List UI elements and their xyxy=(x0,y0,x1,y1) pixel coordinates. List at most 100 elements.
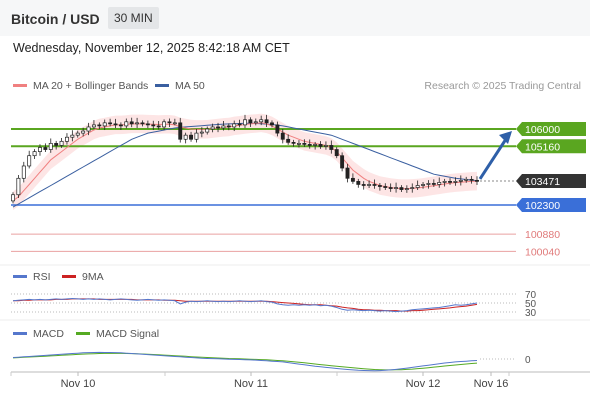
level-label: 105160 xyxy=(525,141,560,153)
level-label: 100040 xyxy=(525,246,560,258)
candle-body xyxy=(145,123,150,126)
macd-panel: 0 xyxy=(12,351,531,372)
candle-body xyxy=(124,121,129,127)
candle-body xyxy=(448,181,452,183)
candle-body xyxy=(156,125,161,128)
candle-body xyxy=(97,124,102,127)
candle-body xyxy=(237,123,242,126)
candle-body xyxy=(399,187,404,190)
candle-body xyxy=(21,165,26,179)
candle-body xyxy=(129,121,134,125)
candle-body xyxy=(199,131,204,134)
candle-body xyxy=(302,143,307,145)
candle-body xyxy=(113,123,118,126)
macd-signal-legend-label: MACD Signal xyxy=(96,328,159,340)
candle-body xyxy=(426,183,431,185)
rsi-ma-legend-label: 9MA xyxy=(82,271,104,283)
candle-body xyxy=(350,177,355,182)
candle-body xyxy=(361,184,366,186)
candle-body xyxy=(189,134,193,140)
candle-body xyxy=(43,147,48,150)
candle-body xyxy=(253,121,258,124)
candle-body xyxy=(415,185,420,188)
macd-zero-label: 0 xyxy=(525,355,531,366)
candle-body xyxy=(275,124,280,134)
candle-body xyxy=(232,123,237,128)
instrument-title: Bitcoin / USD xyxy=(11,11,100,27)
candle-body xyxy=(442,181,447,183)
candle-body xyxy=(280,132,285,140)
top-bar: Bitcoin / USD 30 MIN xyxy=(0,0,590,36)
x-tick-label: Nov 11 xyxy=(234,378,268,390)
macd-signal-legend-swatch xyxy=(76,332,90,335)
candle-body xyxy=(410,187,415,189)
x-tick-label: Nov 16 xyxy=(474,378,509,390)
candle-body xyxy=(388,187,393,189)
candle-body xyxy=(91,124,96,128)
candle-body xyxy=(458,180,463,182)
ma20-legend-label: MA 20 + Bollinger Bands xyxy=(33,80,148,92)
candle-body xyxy=(469,178,474,181)
candle-body xyxy=(86,126,91,132)
candle-body xyxy=(340,155,345,169)
level-label: 102300 xyxy=(525,200,560,212)
candle-body xyxy=(65,136,69,142)
rsi-tick-label: 30 xyxy=(525,308,537,319)
candle-body xyxy=(59,140,64,146)
watermark: Research © 2025 Trading Central xyxy=(424,80,581,92)
rsi-tick-label: 70 xyxy=(525,290,537,301)
candle-body xyxy=(345,167,350,179)
candle-body xyxy=(54,143,59,146)
candle-body xyxy=(291,142,296,144)
candle-body xyxy=(205,128,210,133)
candles xyxy=(11,114,479,204)
macd-legend-label: MACD xyxy=(33,328,64,340)
macd-signal-line xyxy=(12,352,478,371)
candle-body xyxy=(75,132,80,136)
candle-body xyxy=(270,122,274,126)
level-labels: 106000 105160 103471 102300 100880 100040 xyxy=(516,122,586,258)
candle-body xyxy=(334,149,339,157)
candle-body xyxy=(372,184,377,186)
candle-body xyxy=(318,144,323,147)
candle-body xyxy=(108,122,113,125)
candle-body xyxy=(404,188,409,190)
candle-body xyxy=(248,119,253,124)
candle-body xyxy=(259,119,264,123)
candle-body xyxy=(243,119,247,126)
ma50-legend-swatch xyxy=(155,84,169,87)
candle-body xyxy=(221,125,226,129)
candle-body xyxy=(323,145,328,147)
level-tag-106000 xyxy=(516,122,586,136)
candle-body xyxy=(167,121,172,124)
candle-body xyxy=(264,119,269,124)
candle-body xyxy=(313,144,318,146)
candle-body xyxy=(48,143,53,150)
candle-body xyxy=(431,183,436,185)
candle-body xyxy=(194,132,199,140)
ma20-legend-swatch xyxy=(13,84,27,87)
bollinger-band xyxy=(13,113,477,211)
x-axis: Nov 10 Nov 11 Nov 12 Nov 16 xyxy=(10,372,510,390)
candle-body xyxy=(329,145,334,150)
level-label: 100880 xyxy=(525,229,560,241)
rsi-ma-legend-swatch xyxy=(62,275,76,278)
macd-line xyxy=(12,351,478,372)
x-tick-label: Nov 12 xyxy=(406,378,441,390)
rsi-tick-label: 50 xyxy=(525,299,537,310)
candle-body xyxy=(307,144,312,146)
candle-body xyxy=(394,187,399,189)
rsi-legend-swatch xyxy=(13,275,27,278)
candle-body xyxy=(286,138,291,143)
datetime-label: Wednesday, November 12, 2025 8:42:18 AM … xyxy=(13,41,290,55)
timeframe-button[interactable]: 30 MIN xyxy=(108,7,159,29)
forecast-arrow-shaft xyxy=(478,135,510,180)
bollinger-band-area xyxy=(13,113,477,211)
candle-body xyxy=(172,122,177,125)
candle-body xyxy=(437,182,442,185)
candle-body xyxy=(70,134,75,138)
candle-body xyxy=(216,126,220,129)
candle-body xyxy=(183,134,188,140)
